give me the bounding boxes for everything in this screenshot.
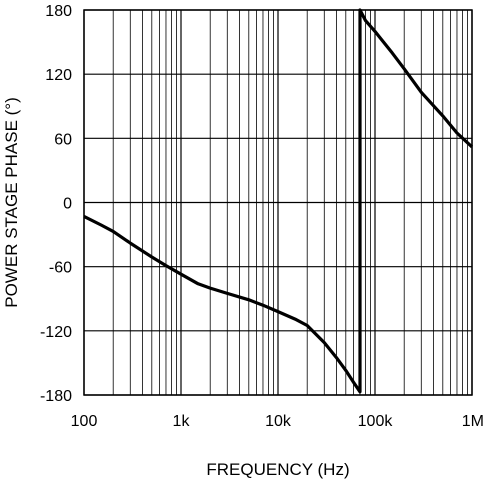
phase-series-line [83,8,474,394]
x-tick-label: 100 [71,413,98,430]
y-tick-label: -120 [40,324,72,341]
y-tick-label: -180 [40,388,72,405]
x-tick-label: 10k [265,413,292,430]
x-tick-label: 1M [462,413,484,430]
series-layer [83,8,474,394]
y-tick-labels: 180 120 60 0 -60 -120 -180 [40,3,72,405]
y-tick-label: 180 [45,3,72,20]
x-axis-label: FREQUENCY (Hz) [206,460,349,479]
y-tick-label: -60 [49,260,72,277]
plot-frame [83,9,473,396]
x-tick-label: 1k [173,413,191,430]
y-axis-label: POWER STAGE PHASE (°) [2,97,21,308]
y-tick-label: 60 [54,131,72,148]
y-tick-label: 120 [45,67,72,84]
x-tick-label: 100k [358,413,394,430]
y-tick-label: 0 [63,196,72,213]
x-tick-labels: 100 1k 10k 100k 1M [71,413,484,430]
